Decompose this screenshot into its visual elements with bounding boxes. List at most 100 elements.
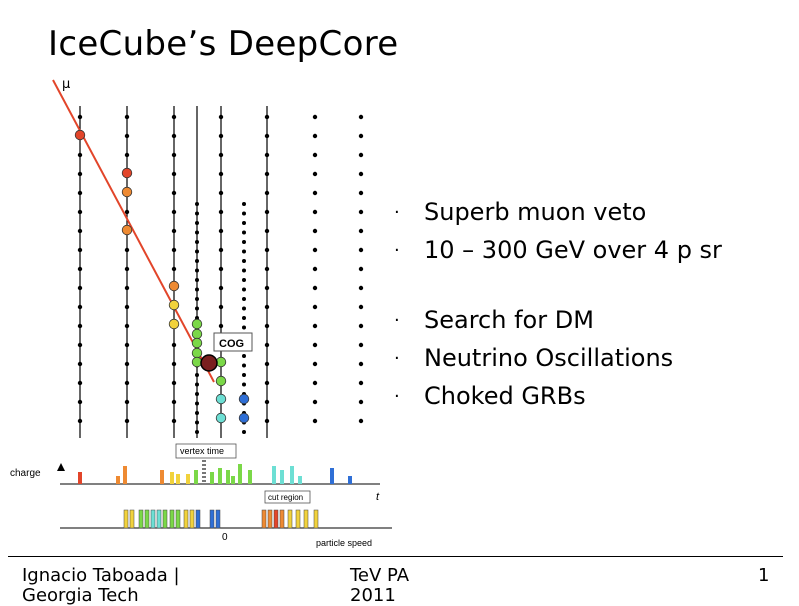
bullet-marker: ·	[394, 202, 400, 223]
hit-dom	[121, 186, 133, 198]
dom-dot	[242, 259, 246, 263]
speed-bar	[150, 509, 156, 529]
dom-dot	[195, 221, 199, 225]
dom-dot	[312, 418, 318, 424]
dom-dot	[124, 133, 130, 139]
hit-dom	[168, 280, 180, 292]
dom-dot	[242, 230, 246, 235]
dom-dot	[218, 152, 224, 158]
speed-bar	[209, 509, 215, 529]
dom-dot	[358, 114, 364, 120]
dom-dot	[264, 342, 270, 348]
dom-dot	[77, 418, 83, 424]
charge-bar	[194, 470, 198, 484]
dom-dot	[77, 323, 83, 329]
dom-dot	[218, 228, 224, 234]
dom-dot	[171, 399, 177, 405]
mu-label: μ	[62, 77, 70, 92]
charge-bar	[176, 474, 180, 484]
dom-dot	[358, 228, 364, 234]
speed-bar	[156, 509, 162, 529]
cut-region-label: cut region	[268, 493, 303, 502]
hit-dom	[168, 318, 180, 330]
dom-dot	[124, 399, 130, 405]
bullet-text: Choked GRBs	[424, 382, 586, 410]
dom-dot	[358, 399, 364, 405]
speed-bar	[129, 509, 135, 529]
charge-bar	[116, 476, 120, 484]
charge-bar	[160, 470, 164, 484]
dom-dot	[218, 114, 224, 120]
dom-dot	[242, 278, 246, 282]
dom-dot	[358, 266, 364, 272]
t-axis-label: t	[376, 491, 380, 503]
hit-dom	[191, 318, 203, 330]
charge-bar	[330, 468, 334, 484]
dom-dot	[218, 171, 224, 177]
dom-dot	[358, 304, 364, 310]
speed-bar	[175, 509, 181, 529]
bullet-text: 10 – 300 GeV over 4 p sr	[424, 236, 722, 264]
dom-dot	[264, 190, 270, 196]
dom-dot	[171, 380, 177, 386]
charge-bar	[170, 472, 174, 484]
dom-dot	[264, 323, 270, 329]
dom-dot	[358, 171, 364, 177]
dom-dot	[242, 211, 246, 216]
dom-dot	[312, 133, 318, 139]
dom-dot	[218, 190, 224, 196]
zero-label: 0	[222, 532, 228, 543]
dom-dot	[242, 306, 246, 311]
dom-dot	[218, 285, 224, 291]
dom-dot	[124, 285, 130, 291]
speed-bar	[144, 509, 150, 529]
dom-dot	[77, 342, 83, 348]
dom-dot	[195, 420, 199, 425]
hit-dom	[121, 167, 133, 179]
charge-bars	[78, 464, 352, 484]
dom-dot	[195, 287, 199, 292]
speed-bar	[313, 509, 319, 529]
dom-dot	[195, 306, 199, 311]
dom-dot	[77, 247, 83, 253]
dom-dot	[312, 152, 318, 158]
hit-dom	[168, 299, 180, 311]
dom-dot	[358, 209, 364, 215]
dom-dot	[195, 211, 199, 216]
dom-dot	[171, 114, 177, 120]
charge-bar	[298, 476, 302, 484]
dom-dot	[264, 266, 270, 272]
dom-dot	[242, 382, 246, 387]
dom-dot	[124, 380, 130, 386]
dom-dot	[77, 304, 83, 310]
dom-dot	[264, 171, 270, 177]
dom-dot	[312, 228, 318, 234]
dom-dot	[242, 354, 246, 358]
dom-dot	[312, 304, 318, 310]
dom-dot	[264, 418, 270, 424]
dom-dot	[264, 399, 270, 405]
charge-bar	[238, 464, 242, 484]
dom-dot	[195, 382, 199, 387]
speed-bar	[189, 509, 195, 529]
speed-bar	[123, 509, 129, 529]
speed-bar	[169, 509, 175, 529]
dom-dot	[77, 266, 83, 272]
dom-dot	[77, 361, 83, 367]
dom-dot	[171, 190, 177, 196]
dom-dot	[242, 268, 246, 273]
dom-dot	[124, 304, 130, 310]
dom-dot	[358, 247, 364, 253]
slide-title: IceCube’s DeepCore	[48, 24, 399, 64]
dom-dot	[124, 418, 130, 424]
dom-dot	[171, 209, 177, 215]
dom-dot	[312, 342, 318, 348]
dom-dot	[264, 380, 270, 386]
bullet-item: · Neutrino Oscillations	[394, 342, 722, 380]
page-number: 1	[758, 565, 770, 586]
footer-divider	[8, 556, 783, 557]
speed-bar	[138, 509, 144, 529]
dom-dot	[195, 249, 199, 254]
bullet-marker: ·	[394, 240, 400, 261]
dom-dot	[358, 285, 364, 291]
